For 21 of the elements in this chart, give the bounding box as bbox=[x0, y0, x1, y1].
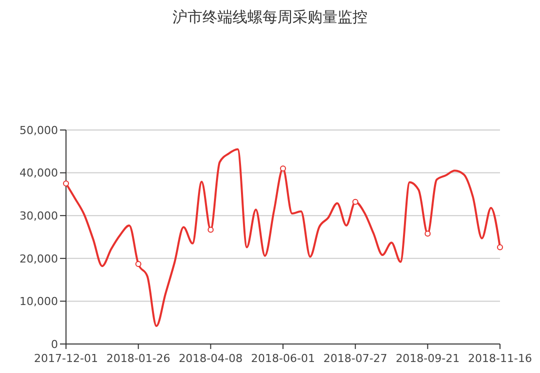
point bbox=[135, 260, 142, 267]
point bbox=[424, 230, 431, 237]
y-tick-label: 20,000 bbox=[20, 252, 58, 266]
point bbox=[63, 180, 69, 186]
y-tick-label: 50,000 bbox=[20, 124, 58, 137]
point bbox=[280, 166, 286, 172]
x-tick-label: 2018-07-27 bbox=[323, 352, 388, 365]
y-tick-label: 10,000 bbox=[20, 295, 58, 308]
y-tick-label: 0 bbox=[51, 338, 58, 351]
x-tick-label: 2018-04-08 bbox=[178, 352, 243, 365]
point bbox=[352, 198, 358, 205]
point bbox=[208, 226, 214, 233]
x-tick-label: 2018-09-21 bbox=[396, 352, 460, 365]
x-tick-label: 2018-06-01 bbox=[251, 352, 315, 365]
x-tick-label: 2018-01-26 bbox=[106, 352, 170, 365]
y-tick-label: 40,000 bbox=[20, 166, 58, 180]
x-tick-label: 2018-11-16 bbox=[468, 352, 532, 365]
point bbox=[497, 244, 503, 250]
y-tick-label: 30,000 bbox=[20, 210, 58, 223]
x-tick-label: 2017-12-01 bbox=[34, 352, 98, 365]
chart-title: 沪市终端线螺每周采购量监控 bbox=[172, 8, 368, 28]
